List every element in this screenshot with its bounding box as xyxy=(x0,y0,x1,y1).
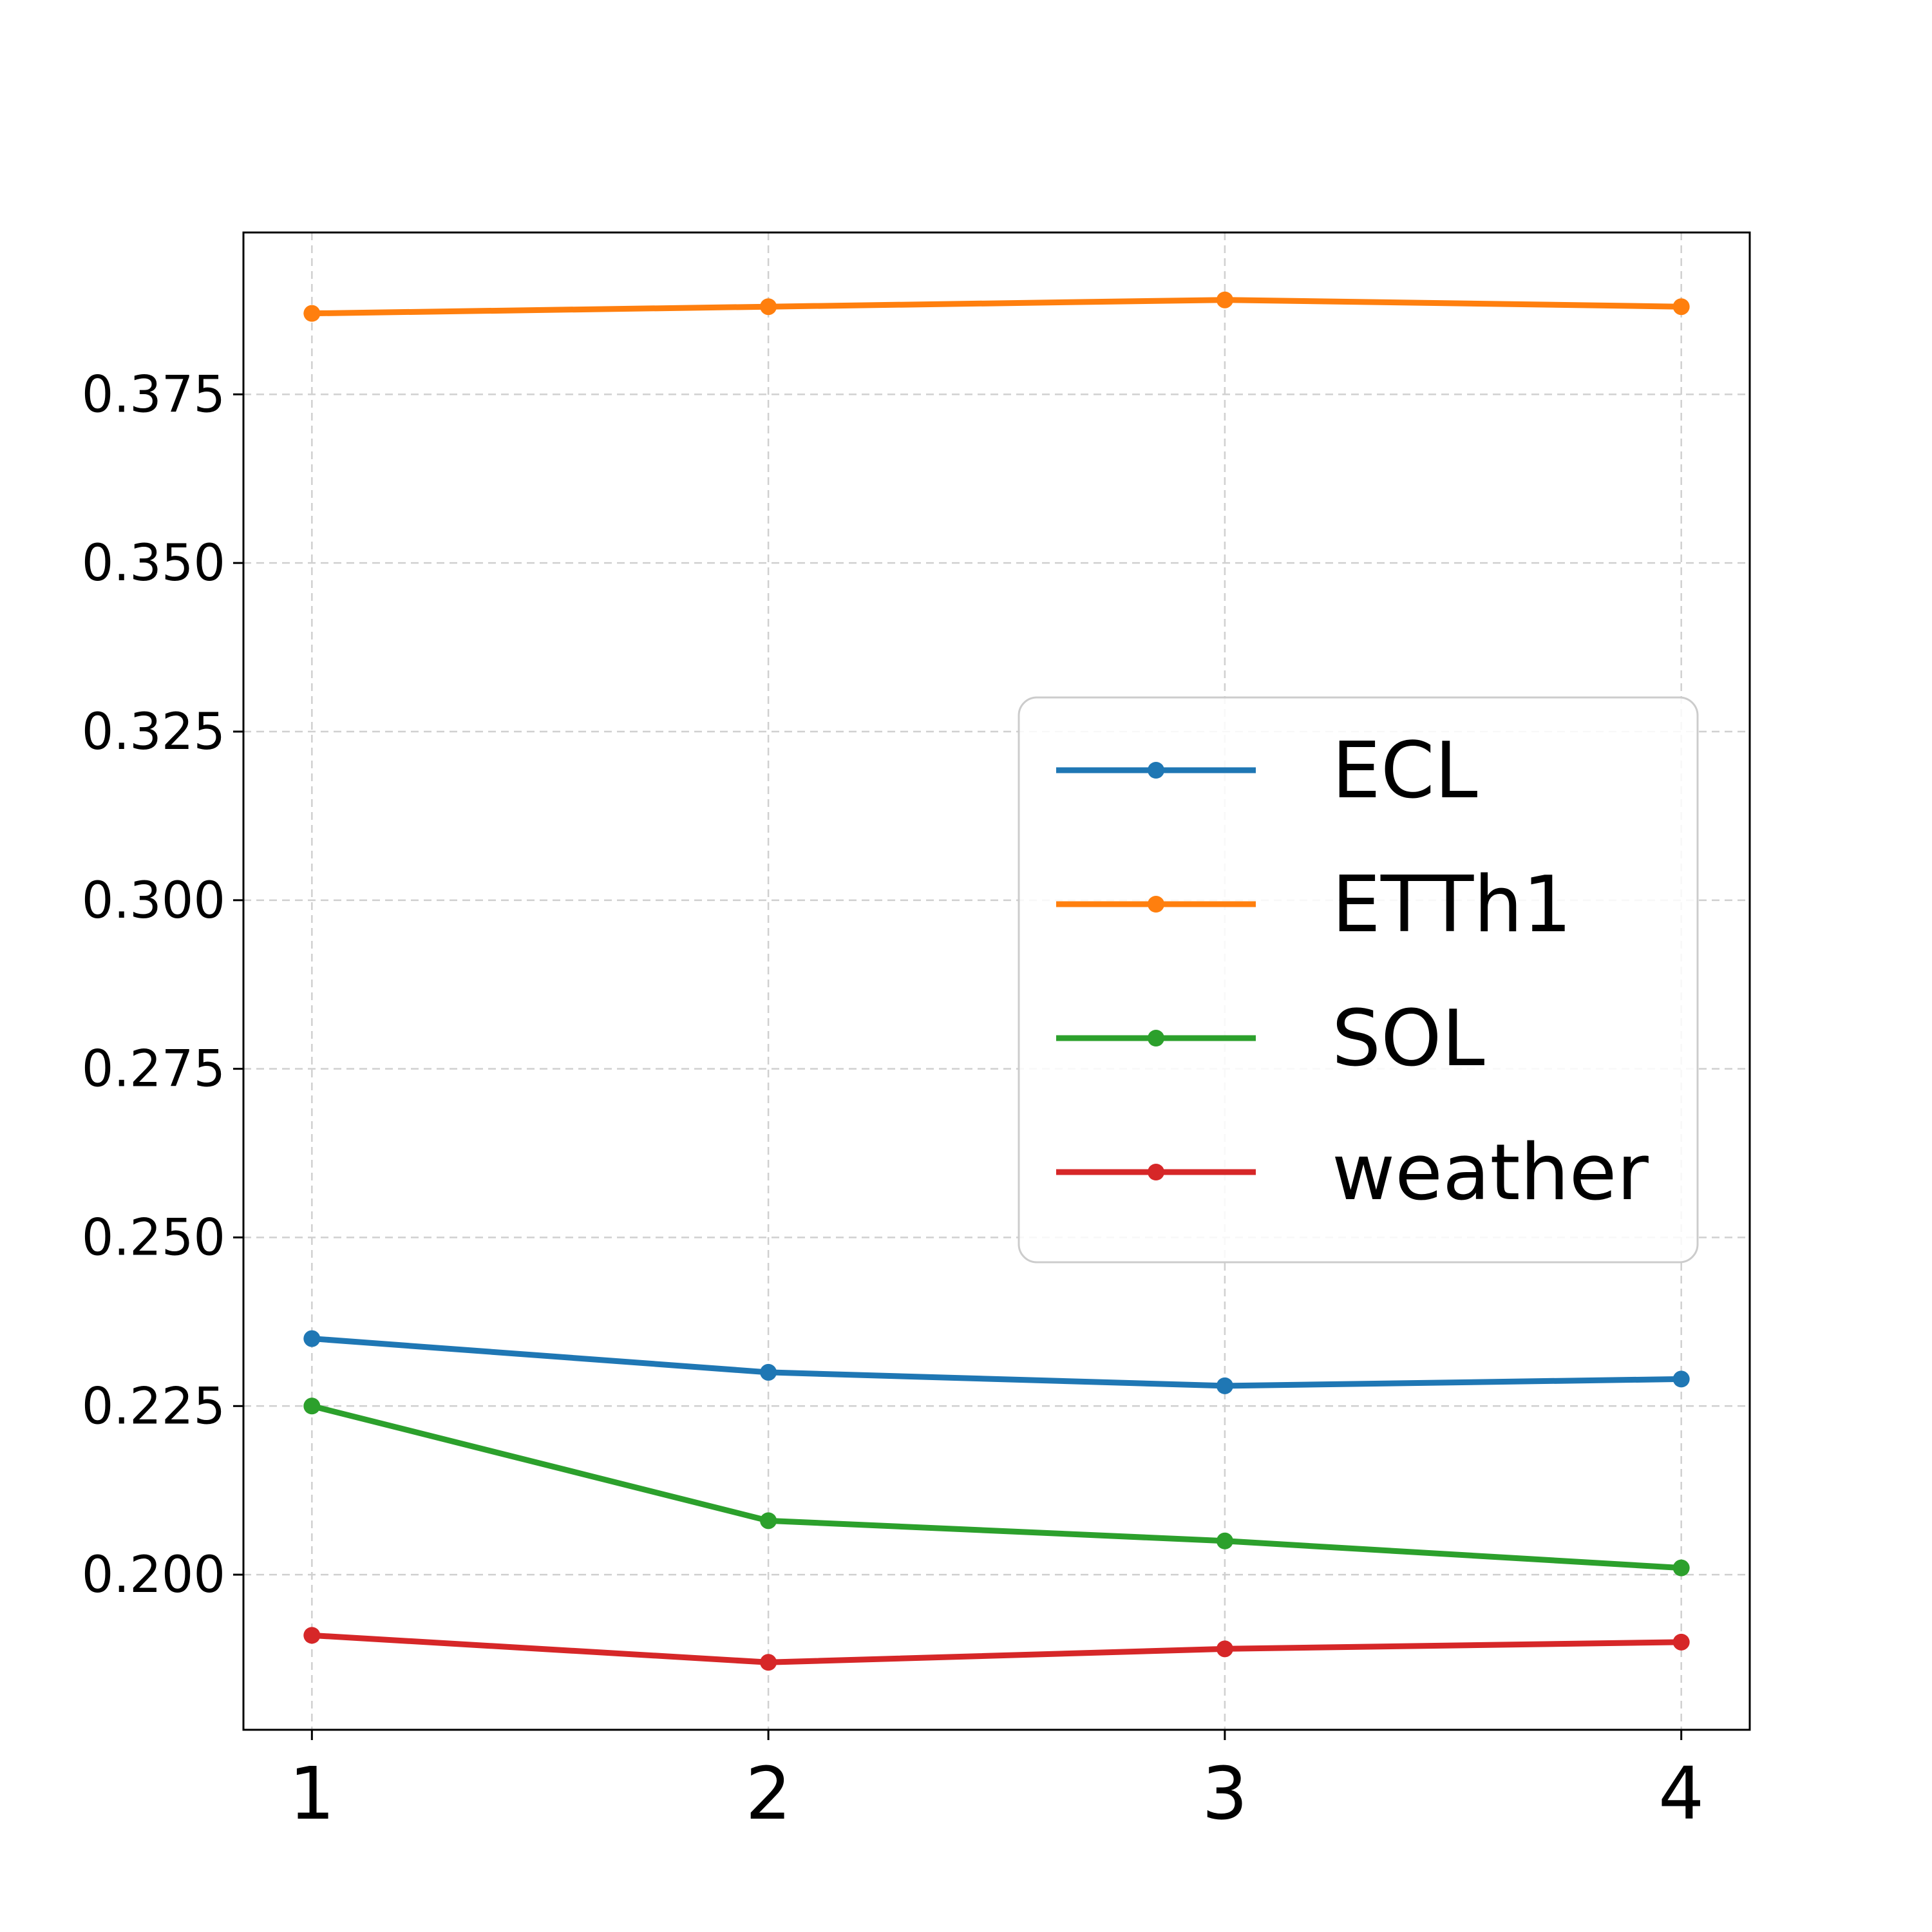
y-tick-label: 0.300 xyxy=(82,872,225,930)
data-point xyxy=(1216,1377,1233,1394)
data-point xyxy=(303,1330,321,1347)
data-point xyxy=(1672,1633,1690,1651)
series-line xyxy=(308,297,1685,317)
data-point xyxy=(303,1627,321,1644)
y-tick-label: 0.275 xyxy=(82,1041,225,1099)
data-point xyxy=(760,1512,777,1530)
plot-frame xyxy=(242,231,1751,1731)
legend-item: weather xyxy=(1056,1128,1649,1218)
legend-box xyxy=(1018,696,1699,1264)
legend-label: ECL xyxy=(1332,726,1478,816)
y-tick-label: 0.225 xyxy=(82,1378,225,1435)
data-point xyxy=(760,298,777,316)
legend-label: weather xyxy=(1332,1128,1649,1218)
data-point xyxy=(1216,291,1233,308)
y-tick-label: 0.350 xyxy=(82,535,225,592)
tick-layer: 0.200 0.225 0.250 0.275 0.300 0.325 0.350 0.375… xyxy=(82,366,1705,1836)
y-tick-label: 0.325 xyxy=(82,703,225,761)
series-etth1 xyxy=(303,291,1690,322)
series-sol xyxy=(303,1397,1690,1577)
legend-item: ETTh1 xyxy=(1056,860,1572,950)
legend-item: SOL xyxy=(1056,994,1485,1084)
data-point xyxy=(1672,1559,1690,1577)
data-point xyxy=(760,1654,777,1671)
legend-swatch-marker xyxy=(1148,1030,1164,1046)
y-tick-label: 0.250 xyxy=(82,1209,225,1267)
y-tick-label: 0.200 xyxy=(82,1546,225,1604)
data-point xyxy=(1216,1532,1233,1549)
series-line xyxy=(308,1632,1685,1665)
legend-label: SOL xyxy=(1332,994,1485,1084)
series-ecl xyxy=(303,1330,1690,1394)
series-layer xyxy=(303,291,1690,1671)
series-line xyxy=(308,1403,1685,1571)
data-point xyxy=(303,305,321,322)
series-weather xyxy=(303,1627,1690,1671)
data-point xyxy=(760,1363,777,1381)
data-point xyxy=(303,1397,321,1415)
legend-swatch-marker xyxy=(1148,1164,1164,1180)
data-point xyxy=(1672,298,1690,316)
legend: ECL ETTh1 SOL weather xyxy=(1018,696,1699,1264)
data-point xyxy=(1216,1640,1233,1658)
legend-label: ETTh1 xyxy=(1332,860,1572,950)
legend-swatch-marker xyxy=(1148,896,1164,913)
x-tick-label: 3 xyxy=(1202,1752,1247,1836)
series-line xyxy=(308,1336,1685,1389)
legend-swatch-marker xyxy=(1148,762,1164,779)
x-tick-label: 4 xyxy=(1658,1752,1704,1836)
x-tick-label: 1 xyxy=(289,1752,335,1836)
data-point xyxy=(1672,1370,1690,1388)
x-tick-label: 2 xyxy=(745,1752,791,1836)
legend-item: ECL xyxy=(1056,726,1478,816)
y-tick-label: 0.375 xyxy=(82,366,225,424)
